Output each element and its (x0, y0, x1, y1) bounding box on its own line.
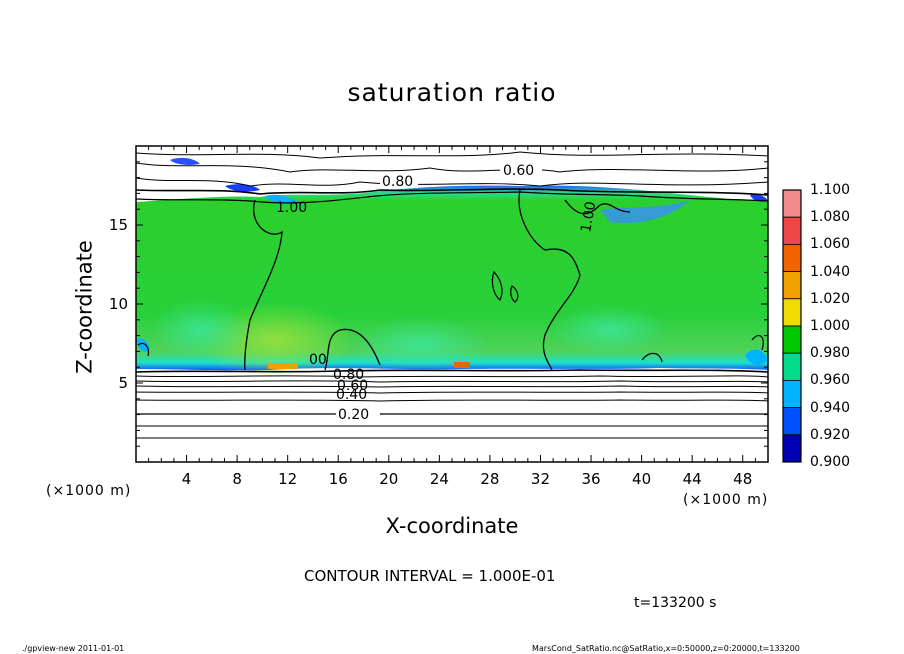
colorbar-label: 1.100 (810, 182, 851, 198)
colorbar-swatch (782, 216, 802, 245)
footer-left: ./gpview-new 2011-01-01 (22, 644, 125, 653)
footer-right: MarsCond_SatRatio.nc@SatRatio,x=0:50000,… (532, 644, 800, 653)
x-tick-label: 4 (181, 470, 192, 488)
x-axis-label: X-coordinate (385, 514, 519, 538)
colorbar-label: 0.940 (810, 399, 851, 416)
contour-label-3: 1.00 (578, 200, 599, 233)
x-tick-label: 8 (232, 470, 242, 488)
colorbar-label: 1.020 (810, 290, 851, 307)
colorbar-swatch (782, 434, 802, 463)
x-tick-label: 44 (682, 470, 702, 488)
colorbar-swatch (782, 243, 802, 272)
x-tick-label: 36 (581, 470, 601, 488)
y-tick-label: 10 (108, 295, 128, 313)
chart-title: saturation ratio (347, 78, 557, 107)
contour-interval-text: CONTOUR INTERVAL = 1.000E-01 (304, 567, 556, 585)
time-label: t=133200 s (634, 595, 717, 611)
axis-ticks (136, 146, 768, 462)
colorbar-frame (782, 189, 802, 463)
y-tick-label: 5 (118, 374, 128, 392)
x-tick-label: 12 (278, 470, 298, 488)
colorbar-swatch (782, 325, 802, 354)
colorbar-swatch (782, 407, 802, 436)
colorbar-label: 0.980 (810, 345, 851, 362)
contour-label-5: 0.80 (333, 367, 364, 383)
x-tick-label: 16 (328, 470, 348, 488)
colorbar-label: 1.060 (810, 236, 851, 253)
colorbar-swatch (782, 271, 802, 300)
contour-label-6: 0.60 (337, 378, 368, 394)
contour-label-group: 0.60 0.80 1.00 1.00 00 0.80 0.60 0.40 0.… (276, 162, 599, 423)
contour-label-2: 1.00 (276, 200, 307, 216)
y-tick-label: 15 (108, 216, 128, 234)
contour-label-4: 00 (309, 352, 327, 368)
z-unit-label: (×1000 m) (46, 483, 132, 499)
contour-label-1: 0.80 (382, 174, 413, 190)
colorbar-label: 0.920 (810, 426, 851, 443)
x-tick-label: 24 (429, 470, 449, 488)
colorbar-label: 1.080 (810, 209, 851, 226)
x-tick-label: 48 (733, 470, 753, 488)
x-tick-label: 28 (480, 470, 500, 488)
contour-label-8: 0.20 (338, 407, 369, 423)
colorbar-label: 1.040 (810, 263, 851, 280)
shaded-field (136, 146, 768, 462)
x-tick-label: 20 (379, 470, 399, 488)
colorbar-label: 0.900 (810, 454, 851, 470)
colorbar-label: 1.000 (810, 318, 851, 334)
colorbar (782, 189, 802, 463)
contour-label-7: 0.40 (336, 387, 367, 403)
colorbar-swatch (782, 298, 802, 327)
colorbar-swatch (782, 189, 802, 218)
x-tick-label: 40 (632, 470, 652, 488)
colorbar-label: 0.960 (810, 372, 851, 389)
x-unit-label: (×1000 m) (683, 492, 769, 508)
colorbar-swatch (782, 352, 802, 381)
colorbar-swatch (782, 379, 802, 408)
x-tick-label: 32 (530, 470, 551, 488)
contour-label-0: 0.60 (503, 163, 534, 179)
